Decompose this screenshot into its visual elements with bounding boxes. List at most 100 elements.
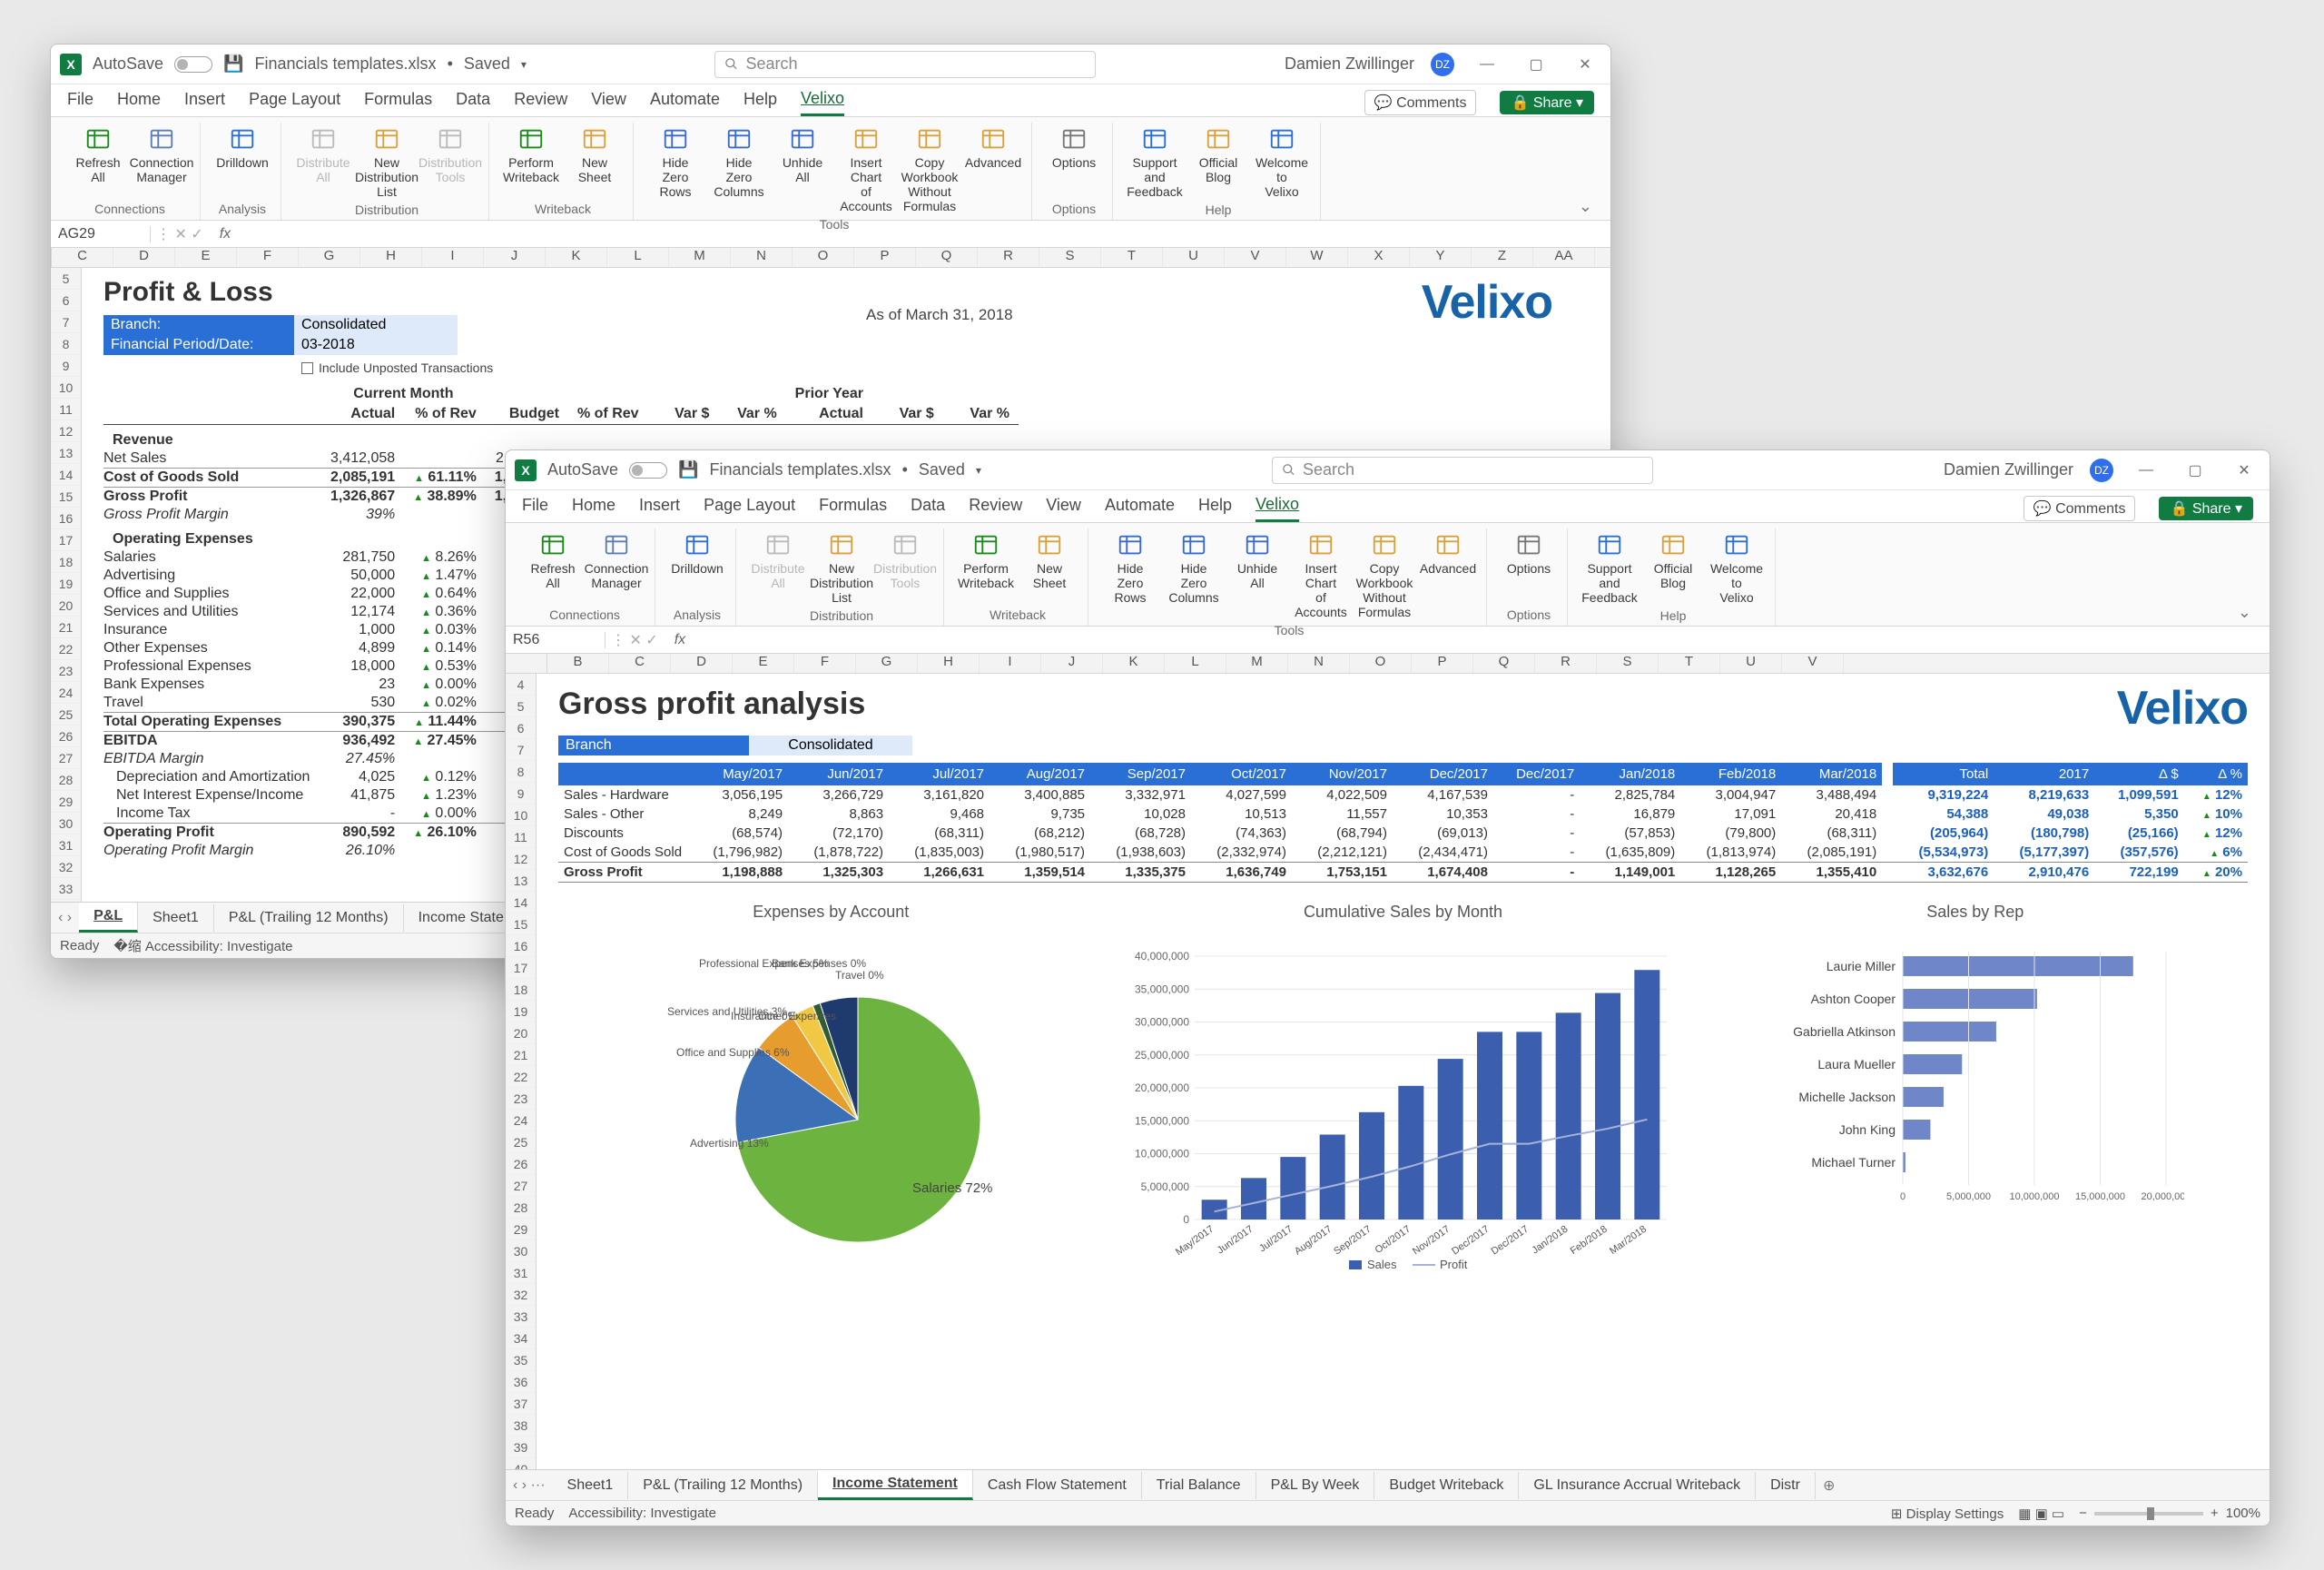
collapse-ribbon[interactable]: ⌄: [2229, 599, 2260, 626]
ribbon-support-and-feedback[interactable]: SupportandFeedback: [1579, 528, 1640, 607]
sheet-tab[interactable]: Trial Balance: [1142, 1472, 1256, 1499]
menu-home[interactable]: Home: [117, 90, 161, 114]
menu-file[interactable]: File: [522, 496, 548, 520]
ribbon-advanced[interactable]: Advanced: [962, 123, 1024, 215]
ribbon-new-sheet[interactable]: NewSheet: [1019, 528, 1080, 606]
ribbon-unhide-all[interactable]: UnhideAll: [772, 123, 833, 215]
menu-help[interactable]: Help: [1198, 496, 1232, 520]
share-button[interactable]: 🔒 Share ▾: [1500, 91, 1594, 114]
savestate: Saved: [464, 54, 510, 74]
ribbon-hide-zero-columns[interactable]: HideZeroColumns: [1163, 528, 1225, 621]
name-box[interactable]: AG29: [51, 226, 151, 242]
titlebar: X AutoSave 💾 Financials templates.xlsx• …: [506, 450, 2270, 490]
sheet-tab[interactable]: Sheet1: [138, 904, 214, 932]
max-button[interactable]: ▢: [1520, 55, 1552, 74]
sheet-tab[interactable]: Budget Writeback: [1374, 1472, 1519, 1499]
sheet-tab[interactable]: P&L: [79, 903, 138, 933]
ribbon-new-distribution-list[interactable]: NewDistributionList: [356, 123, 418, 201]
ribbon-advanced[interactable]: Advanced: [1417, 528, 1479, 621]
menu-automate[interactable]: Automate: [1105, 496, 1175, 520]
ribbon-insert-chart-of-accounts[interactable]: InsertChartofAccounts: [1290, 528, 1352, 621]
ribbon-options[interactable]: Options: [1498, 528, 1560, 606]
ribbon-welcome-to-velixo[interactable]: WelcometoVelixo: [1251, 123, 1313, 201]
ribbon-unhide-all[interactable]: UnhideAll: [1226, 528, 1288, 621]
menu-page-layout[interactable]: Page Layout: [704, 496, 795, 520]
menu-formulas[interactable]: Formulas: [364, 90, 432, 114]
svg-text:Laura Mueller: Laura Mueller: [1817, 1057, 1896, 1071]
ribbon-connection-manager[interactable]: ConnectionManager: [586, 528, 647, 606]
ribbon-hide-zero-rows[interactable]: HideZeroRows: [645, 123, 706, 215]
menu-data[interactable]: Data: [456, 90, 490, 114]
menu-view[interactable]: View: [591, 90, 626, 114]
svg-text:40,000,000: 40,000,000: [1134, 950, 1188, 963]
sheet-tab[interactable]: Income Statement: [818, 1470, 973, 1500]
excel-icon: X: [60, 54, 82, 75]
gp-title: Gross profit analysis: [558, 686, 865, 723]
ribbon-insert-chart-of-accounts[interactable]: InsertChartofAccounts: [835, 123, 897, 215]
svg-text:Salaries 72%: Salaries 72%: [912, 1180, 992, 1196]
asof-text: As of March 31, 2018: [866, 306, 1013, 323]
comments-button[interactable]: 💬 Comments: [2024, 496, 2136, 521]
menu-automate[interactable]: Automate: [650, 90, 720, 114]
menu-insert[interactable]: Insert: [639, 496, 680, 520]
menu-file[interactable]: File: [67, 90, 94, 114]
menu-velixo[interactable]: Velixo: [1256, 495, 1299, 522]
ribbon-new-sheet[interactable]: NewSheet: [564, 123, 625, 200]
sheet-tab[interactable]: P&L By Week: [1256, 1472, 1375, 1499]
ribbon-new-distribution-list[interactable]: NewDistributionList: [811, 528, 872, 607]
sheet-tab[interactable]: P&L (Trailing 12 Months): [214, 904, 404, 932]
menu-home[interactable]: Home: [572, 496, 615, 520]
sheet-tab[interactable]: Sheet1: [553, 1472, 629, 1499]
collapse-ribbon[interactable]: ⌄: [1570, 193, 1601, 220]
autosave-toggle[interactable]: [629, 462, 667, 479]
user-name: Damien Zwillinger: [1285, 54, 1414, 74]
search-box[interactable]: Search: [1272, 457, 1653, 484]
menu-formulas[interactable]: Formulas: [819, 496, 887, 520]
ribbon-refresh-all[interactable]: RefreshAll: [67, 123, 129, 200]
formula-bar[interactable]: R56 ⋮ ✕ ✓ fx: [506, 627, 2270, 654]
sheet-tab[interactable]: P&L (Trailing 12 Months): [628, 1472, 818, 1499]
share-button[interactable]: 🔒 Share ▾: [2159, 497, 2253, 520]
ribbon-hide-zero-columns[interactable]: HideZeroColumns: [708, 123, 770, 215]
ribbon-official-blog[interactable]: OfficialBlog: [1642, 528, 1704, 607]
ribbon-hide-zero-rows[interactable]: HideZeroRows: [1099, 528, 1161, 621]
ribbon-refresh-all[interactable]: RefreshAll: [522, 528, 584, 606]
formula-bar[interactable]: AG29 ⋮ ✕ ✓ fx: [51, 221, 1610, 248]
comments-button[interactable]: 💬 Comments: [1364, 90, 1477, 115]
menu-help[interactable]: Help: [743, 90, 777, 114]
menu-review[interactable]: Review: [969, 496, 1022, 520]
autosave-toggle[interactable]: [174, 56, 212, 73]
svg-text:5,000,000: 5,000,000: [1946, 1191, 1991, 1202]
ribbon-copy-workbook-without-formulas[interactable]: CopyWorkbookWithoutFormulas: [1354, 528, 1415, 621]
sheet-tab[interactable]: GL Insurance Accrual Writeback: [1519, 1472, 1756, 1499]
ribbon-perform-writeback[interactable]: PerformWriteback: [955, 528, 1017, 606]
sheet-tab[interactable]: Distr: [1756, 1472, 1816, 1499]
ribbon-drilldown[interactable]: Drilldown: [666, 528, 728, 606]
search-box[interactable]: Search: [714, 51, 1096, 78]
ribbon-support-and-feedback[interactable]: SupportandFeedback: [1124, 123, 1186, 201]
menu-review[interactable]: Review: [514, 90, 567, 114]
menu-page-layout[interactable]: Page Layout: [249, 90, 340, 114]
menu-insert[interactable]: Insert: [184, 90, 225, 114]
svg-text:30,000,000: 30,000,000: [1134, 1016, 1188, 1029]
svg-text:John King: John King: [1838, 1122, 1895, 1137]
menu-data[interactable]: Data: [911, 496, 945, 520]
ribbon-drilldown[interactable]: Drilldown: [212, 123, 273, 200]
min-button[interactable]: —: [1471, 56, 1503, 73]
ribbon-perform-writeback[interactable]: PerformWriteback: [500, 123, 562, 200]
sheet-tab[interactable]: Income State: [404, 904, 519, 932]
ribbon: RefreshAllConnectionManagerConnectionsDr…: [51, 117, 1610, 221]
svg-text:0: 0: [1900, 1191, 1905, 1202]
ribbon-official-blog[interactable]: OfficialBlog: [1187, 123, 1249, 201]
avatar[interactable]: DZ: [1431, 53, 1454, 76]
ribbon-copy-workbook-without-formulas[interactable]: CopyWorkbookWithoutFormulas: [899, 123, 960, 215]
ribbon-connection-manager[interactable]: ConnectionManager: [131, 123, 192, 200]
menu-view[interactable]: View: [1046, 496, 1081, 520]
sheet-tab[interactable]: Cash Flow Statement: [973, 1472, 1142, 1499]
unposted-checkbox[interactable]: Include Unposted Transactions: [301, 360, 1589, 375]
sheet-tabs[interactable]: ‹ › ···Sheet1P&L (Trailing 12 Months)Inc…: [506, 1469, 2270, 1500]
ribbon-welcome-to-velixo[interactable]: WelcometoVelixo: [1706, 528, 1768, 607]
close-button[interactable]: ✕: [1569, 55, 1601, 74]
menu-velixo[interactable]: Velixo: [801, 89, 844, 116]
ribbon-options[interactable]: Options: [1043, 123, 1105, 200]
